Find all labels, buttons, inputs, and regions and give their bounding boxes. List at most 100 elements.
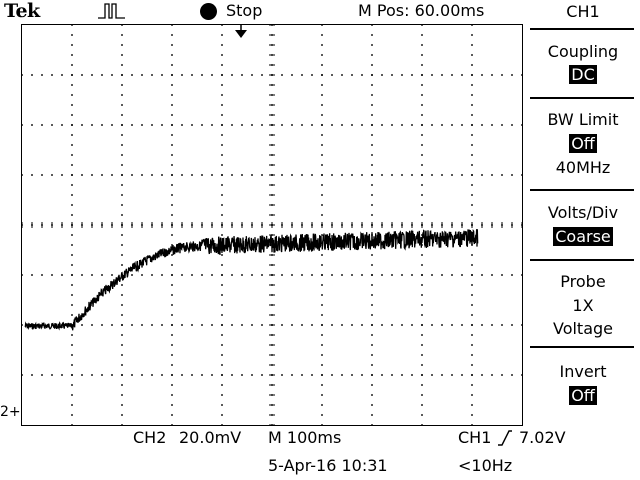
graticule-dot: [221, 374, 223, 376]
graticule-dot: [81, 274, 83, 276]
graticule-dot: [371, 204, 373, 206]
graticule-dot: [251, 124, 253, 126]
graticule-dot: [371, 384, 373, 386]
graticule-dot: [151, 74, 153, 76]
graticule-dot: [281, 324, 283, 326]
graticule-dot: [471, 294, 473, 296]
graticule-dot: [311, 374, 313, 376]
graticule-dot: [111, 274, 113, 276]
graticule-dot: [421, 424, 423, 425]
graticule-dot: [101, 124, 103, 126]
graticule-dot: [281, 74, 283, 76]
graticule-dot: [421, 114, 423, 116]
graticule-dot: [421, 374, 423, 376]
graticule-dot: [171, 394, 173, 396]
graticule-dot: [321, 334, 323, 336]
graticule-dot: [241, 274, 243, 276]
graticule-dot: [171, 264, 173, 266]
graticule-dot: [121, 244, 123, 246]
graticule-dot: [501, 74, 503, 76]
graticule-dot: [451, 274, 453, 276]
graticule-dot: [291, 324, 293, 326]
graticule-dot: [471, 84, 473, 86]
graticule-dot: [471, 314, 473, 316]
graticule-dot: [71, 304, 73, 306]
probe-label: Probe: [560, 272, 606, 291]
graticule-dot: [371, 194, 373, 196]
graticule-dot: [91, 124, 93, 126]
graticule-dot: [421, 314, 423, 316]
graticule-dot: [61, 374, 63, 376]
graticule-dot: [121, 424, 123, 425]
graticule-dot: [181, 74, 183, 76]
graticule-dot: [171, 344, 173, 346]
graticule-dot: [471, 74, 473, 76]
bw-limit-label: BW Limit: [547, 110, 619, 129]
graticule-dot: [171, 424, 173, 425]
graticule-dot: [211, 174, 213, 176]
graticule-dot: [131, 124, 133, 126]
graticule-dot: [22, 174, 23, 176]
graticule-dot: [71, 144, 73, 146]
graticule-dot: [321, 104, 323, 106]
graticule-dot: [451, 324, 453, 326]
graticule-dot: [141, 374, 143, 376]
ch1-side-menu: CH1 Coupling DC BW Limit Off 40MHz Volts…: [526, 0, 640, 480]
graticule-dot: [171, 244, 173, 246]
graticule-dot: [221, 274, 223, 276]
graticule-dot: [321, 394, 323, 396]
graticule-dot: [22, 74, 23, 76]
graticule-dot: [51, 274, 53, 276]
graticule-dot: [321, 314, 323, 316]
graticule-dot: [191, 374, 193, 376]
graticule-dot: [121, 284, 123, 286]
probe-attenuation: 1X: [572, 296, 594, 315]
graticule-dot: [31, 174, 33, 176]
graticule-dot: [321, 364, 323, 366]
graticule-dot: [141, 174, 143, 176]
waveform-display[interactable]: [21, 24, 523, 426]
graticule-dot: [511, 124, 513, 126]
graticule-dot: [111, 74, 113, 76]
graticule-dot: [171, 154, 173, 156]
graticule-dot: [171, 84, 173, 86]
graticule-dot: [181, 274, 183, 276]
graticule-dot: [421, 354, 423, 356]
graticule-dot: [441, 324, 443, 326]
graticule-dot: [61, 174, 63, 176]
graticule-dot: [451, 124, 453, 126]
graticule-dot: [241, 174, 243, 176]
graticule-dot: [61, 274, 63, 276]
graticule-dot: [521, 324, 522, 326]
graticule-dot: [171, 94, 173, 96]
probe-type: Voltage: [552, 319, 613, 338]
graticule-dot: [401, 374, 403, 376]
graticule-dot: [321, 25, 323, 26]
graticule-dot: [131, 374, 133, 376]
graticule-dot: [31, 274, 33, 276]
graticule-dot: [121, 84, 123, 86]
graticule-dot: [151, 324, 153, 326]
graticule-dot: [91, 174, 93, 176]
graticule-dot: [171, 64, 173, 66]
graticule-dot: [341, 124, 343, 126]
graticule-dot: [71, 314, 73, 316]
graticule-dot: [71, 394, 73, 396]
graticule-dot: [321, 324, 323, 326]
graticule-dot: [321, 34, 323, 36]
graticule-dot: [41, 374, 43, 376]
graticule-dot: [171, 25, 173, 26]
graticule-dot: [171, 44, 173, 46]
graticule-dot: [401, 124, 403, 126]
graticule-dot: [471, 54, 473, 56]
graticule-dot: [71, 244, 73, 246]
graticule-dot: [481, 274, 483, 276]
graticule-dot: [421, 284, 423, 286]
graticule-dot: [441, 274, 443, 276]
graticule-dot: [221, 254, 223, 256]
graticule-dot: [91, 374, 93, 376]
graticule-dot: [461, 374, 463, 376]
graticule-dot: [321, 124, 323, 126]
graticule-dot: [221, 294, 223, 296]
graticule-dot: [161, 74, 163, 76]
